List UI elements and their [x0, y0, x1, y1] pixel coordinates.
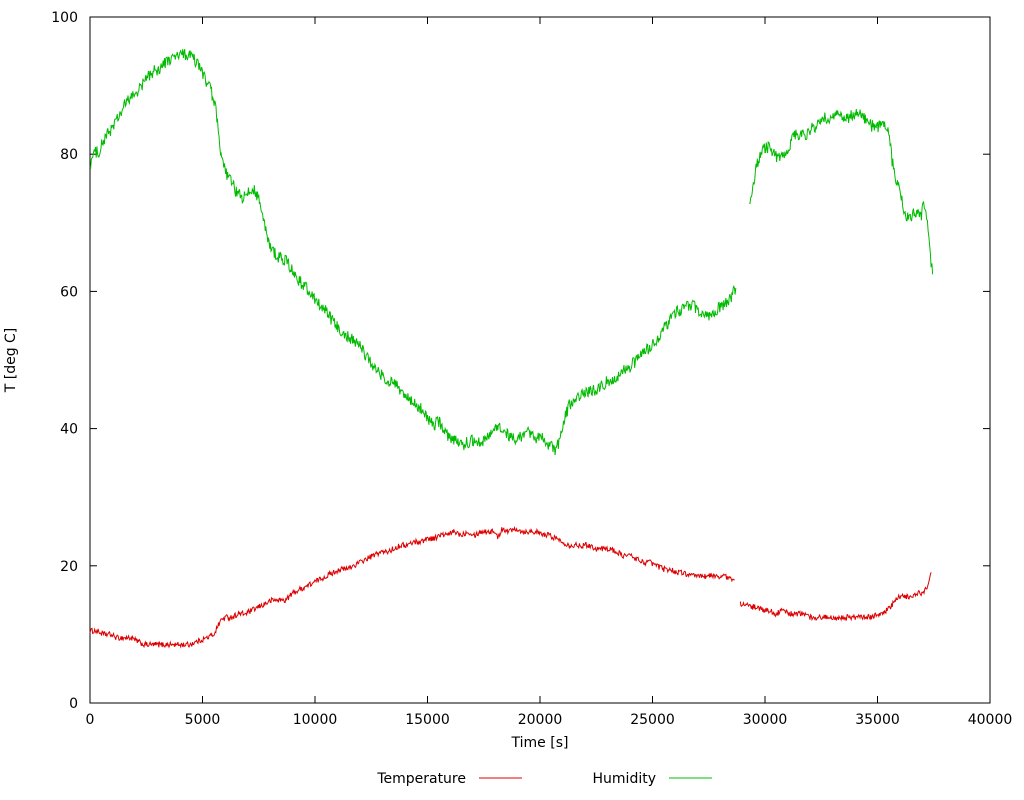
x-axis-label: Time [s] — [511, 735, 569, 751]
y-tick-label: 0 — [69, 696, 78, 712]
y-tick-label: 60 — [60, 284, 78, 300]
x-tick-label: 10000 — [293, 712, 338, 728]
x-tick-label: 0 — [86, 712, 95, 728]
y-tick-label: 40 — [60, 422, 78, 438]
plot-area: 0 5000 10000 15000 20000 25000 30000 35000 40000… — [51, 10, 1012, 728]
series-line-humidity — [749, 108, 934, 275]
legend-label-humidity: Humidity — [593, 771, 656, 787]
x-tick-label: 40000 — [968, 712, 1013, 728]
y-tick-label: 80 — [60, 147, 78, 163]
plot-border — [89, 16, 991, 704]
x-tick-label: 35000 — [855, 712, 900, 728]
series-line-temperature — [89, 525, 735, 649]
y-axis-label: T [deg C] — [3, 328, 19, 394]
x-tick-label: 15000 — [405, 712, 450, 728]
y-tick-label: 100 — [51, 10, 78, 26]
y-tick-label: 20 — [60, 559, 78, 575]
x-tick-label: 20000 — [518, 712, 563, 728]
x-tick-label: 25000 — [630, 712, 675, 728]
series-line-humidity — [89, 48, 737, 456]
legend: Temperature Humidity — [376, 771, 712, 787]
x-tick-label: 5000 — [185, 712, 221, 728]
x-tick-label: 30000 — [743, 712, 788, 728]
series-line-temperature — [739, 572, 932, 622]
legend-label-temperature: Temperature — [376, 771, 466, 787]
